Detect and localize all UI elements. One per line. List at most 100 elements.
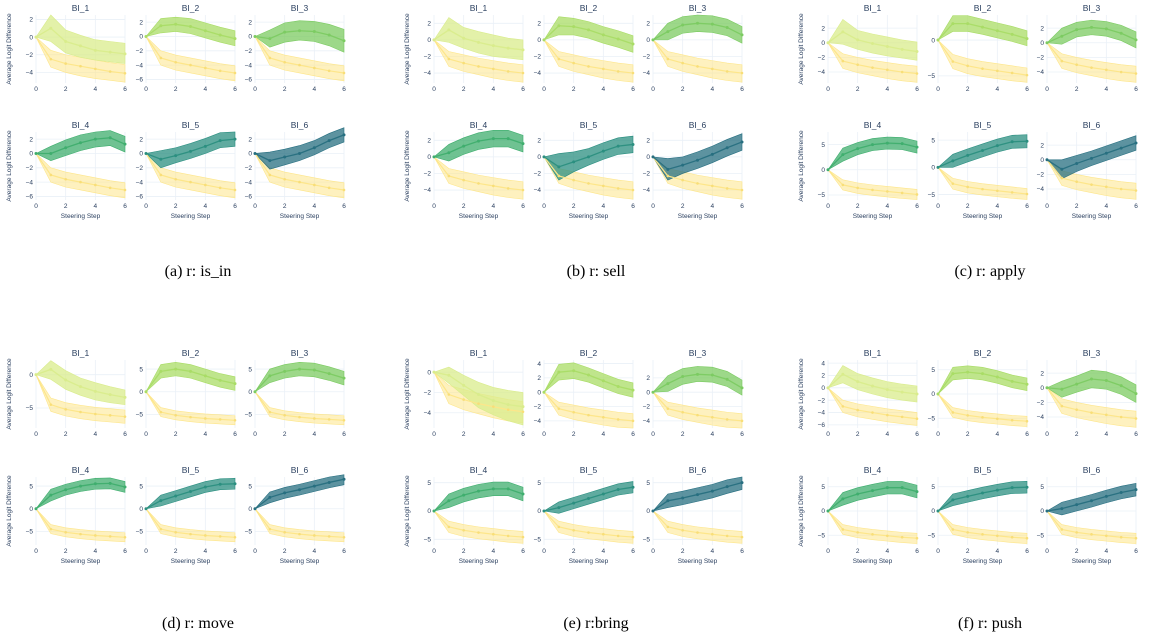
x-tick-label: 2 [856, 431, 860, 438]
baseline-point [616, 418, 620, 421]
series-band [254, 20, 345, 53]
baseline-point [666, 407, 670, 410]
baseline-point [856, 63, 859, 67]
series-point [34, 507, 38, 511]
y-tick-label: 2 [139, 136, 143, 143]
y-tick-label: −5 [928, 192, 936, 199]
series-band [543, 16, 634, 53]
baseline-point [189, 180, 192, 184]
y-tick-label: 2 [29, 17, 33, 24]
y-tick-label: 0 [248, 34, 252, 41]
panel-BI_5: −4 −2 0 2 0 2 4 6 BI_5 Steering Step [534, 120, 636, 220]
series-point [1025, 139, 1029, 143]
panel-title: BI_5 [182, 120, 200, 130]
y-tick-label: 0 [821, 508, 825, 515]
baseline-point [64, 62, 67, 65]
series-point [93, 137, 97, 141]
y-tick-label: 2 [29, 136, 33, 143]
baseline-point [1119, 70, 1123, 74]
series-point [841, 30, 845, 34]
x-tick-label: 0 [542, 86, 546, 93]
baseline-point [740, 71, 744, 75]
baseline-point [204, 66, 207, 70]
panel-BI_5: −5 0 5 0 2 4 6 BI_5 Steering Step [928, 465, 1030, 565]
figure-caption: (b) r: sell [567, 263, 626, 280]
series-point [159, 24, 163, 28]
baseline-point [233, 71, 237, 75]
x-tick-label: 2 [681, 431, 685, 438]
y-tick-label: −2 [424, 54, 432, 61]
series-point [557, 370, 561, 374]
series-point [462, 383, 466, 387]
series-point [268, 374, 272, 378]
series-point [651, 509, 655, 513]
series-point [936, 38, 940, 42]
y-tick-label: 0 [248, 389, 252, 396]
y-tick-label: 0 [427, 508, 431, 515]
baseline-point [1134, 536, 1138, 540]
series-band [35, 130, 126, 161]
y-tick-label: −4 [534, 187, 542, 194]
series-point [856, 380, 860, 384]
series-point [283, 369, 287, 373]
series-point [710, 22, 714, 26]
y-tick-label: 5 [29, 483, 33, 490]
series-point [123, 142, 127, 146]
series-point [521, 492, 525, 496]
x-axis-label: Steering Step [569, 558, 609, 565]
x-tick-label: 6 [233, 203, 237, 210]
series-point [631, 42, 635, 46]
series-point [79, 141, 82, 145]
series-point [740, 33, 744, 37]
y-tick-label: 0 [29, 151, 33, 158]
series-point [900, 486, 904, 490]
series-band [652, 14, 743, 44]
baseline-point [1105, 413, 1108, 417]
baseline-point [94, 534, 97, 537]
y-tick-label: 5 [537, 480, 541, 487]
y-tick-label: 2 [537, 375, 541, 382]
series-point [93, 389, 97, 393]
baseline-point [108, 186, 112, 190]
series-point [871, 489, 874, 493]
baseline-point [218, 418, 222, 421]
x-tick-label: 4 [711, 203, 715, 210]
series-point [203, 485, 207, 489]
baseline-point [900, 70, 904, 74]
y-tick-label: 0 [646, 154, 650, 161]
x-tick-label: 4 [492, 86, 496, 93]
baseline-point [587, 413, 590, 417]
y-tick-label: 2 [1040, 142, 1044, 149]
series-point [871, 384, 874, 388]
baseline-point [283, 177, 286, 181]
y-tick-label: −4 [643, 70, 651, 77]
series-point [477, 489, 480, 493]
panel-title: BI_1 [72, 3, 90, 13]
baseline-point [1119, 415, 1123, 419]
series-point [557, 165, 561, 169]
panel-title: BI_5 [580, 465, 598, 475]
series-point [49, 26, 53, 30]
series-point [710, 489, 714, 493]
series-point [651, 155, 655, 159]
y-axis-label: Average Logit Difference [6, 358, 13, 430]
series-point [1010, 140, 1014, 144]
baseline-band [652, 510, 743, 544]
series-point [572, 501, 576, 505]
baseline-point [1060, 404, 1064, 408]
series-point [740, 481, 744, 485]
series-point [1104, 378, 1108, 382]
series-point [885, 486, 889, 490]
y-axis-label: Average Logit Difference [6, 13, 13, 85]
x-tick-label: 2 [1075, 86, 1079, 93]
series-point [915, 392, 919, 396]
baseline-point [462, 178, 465, 182]
y-tick-label: −5 [245, 412, 253, 419]
series-band [145, 361, 236, 392]
baseline-point [951, 182, 955, 185]
baseline-point [174, 60, 177, 64]
series-point [885, 141, 889, 145]
baseline-point [740, 188, 744, 192]
y-tick-label: −5 [928, 415, 936, 422]
